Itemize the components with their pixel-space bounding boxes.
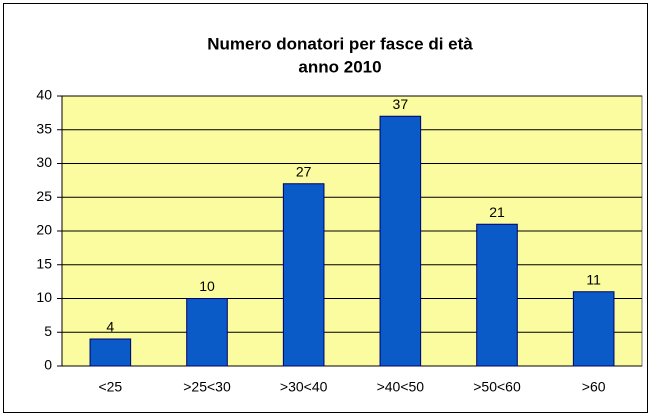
y-tick-label: 40 [36,87,52,103]
chart-title: Numero donatori per fasce di età [207,34,473,53]
bar [282,183,325,367]
y-tick-label: 15 [36,255,52,271]
data-label: 11 [586,271,601,287]
x-tick-label: >60 [582,379,606,395]
data-label: 4 [106,319,114,335]
y-tick-label: 10 [36,289,52,305]
x-tick-label: >40<50 [377,379,425,395]
bar [379,115,422,367]
x-tick-label: >30<40 [280,379,328,395]
y-tick-label: 30 [36,154,52,170]
y-tick-label: 25 [36,188,52,204]
chart-subtitle: anno 2010 [298,57,381,76]
x-tick-label: >25<30 [183,379,231,395]
bar [572,291,615,367]
bar [186,298,228,367]
x-tick-label: <25 [98,379,122,395]
x-tick-label: >50<60 [473,379,521,395]
data-label: 21 [489,204,505,220]
data-label: 37 [393,96,409,112]
bar [476,223,518,367]
y-tick-label: 5 [44,323,52,339]
y-tick-label: 0 [44,357,52,373]
data-label: 10 [199,278,215,294]
y-tick-label: 20 [36,222,52,238]
bar [89,338,132,367]
y-tick-label: 35 [36,120,52,136]
data-label: 27 [296,163,312,179]
